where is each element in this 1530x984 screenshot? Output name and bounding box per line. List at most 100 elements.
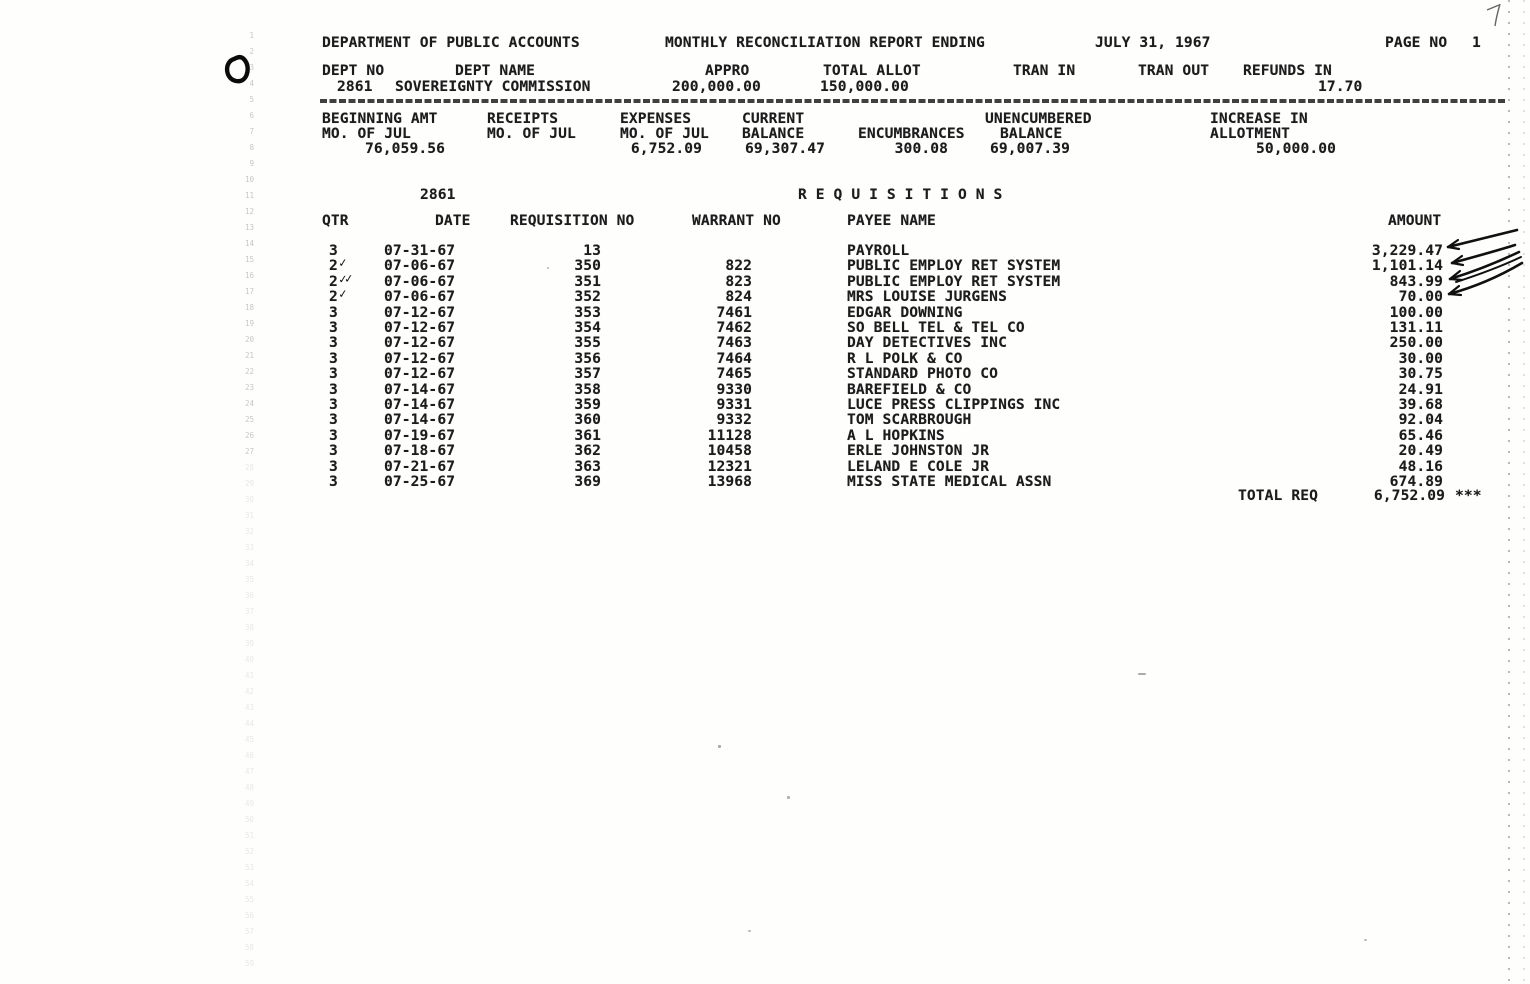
req-cell-qtr: 3	[329, 365, 338, 383]
dept-no-label: DEPT NO	[322, 62, 385, 79]
receipts-label-2: MO. OF JUL	[487, 125, 576, 142]
req-cell-qtr: 2	[329, 272, 338, 290]
form-line-number: 46	[244, 751, 254, 760]
separator-line	[320, 99, 1506, 103]
req-cell-date: 07-21-67	[384, 457, 456, 475]
req-cell-warrant-no: 7462	[716, 319, 752, 336]
current-balance-label-1: CURRENT	[742, 110, 805, 127]
appro-label: APPRO	[705, 62, 750, 79]
req-cell-req-no: 356	[574, 349, 601, 367]
form-line-number: 21	[244, 351, 254, 360]
req-cell-warrant-no: 823	[725, 272, 752, 290]
form-line-number: 54	[244, 879, 254, 888]
increase-allotment-label-1: INCREASE IN	[1210, 110, 1308, 127]
scan-speck	[547, 267, 549, 269]
req-cell-payee: R L POLK & CO	[847, 349, 963, 367]
form-line-number: 38	[244, 623, 254, 632]
form-line-number: 24	[244, 399, 254, 408]
form-line-number: 39	[244, 639, 254, 648]
form-line-number: 53	[244, 863, 254, 872]
req-cell-payee: ERLE JOHNSTON JR	[847, 442, 990, 460]
appro-value: 200,000.00	[672, 78, 761, 95]
scan-edge-dots-outer	[1523, 0, 1525, 984]
form-line-number: 2	[249, 47, 254, 56]
col-header-amount: AMOUNT	[1388, 212, 1442, 229]
req-cell-payee: MISS STATE MEDICAL ASSN	[847, 473, 1052, 490]
page-number-value: 1	[1472, 34, 1481, 51]
req-cell-date: 07-19-67	[384, 426, 456, 444]
req-cell-qtr: 3	[329, 380, 338, 398]
beginning-amt-label-2: MO. OF JUL	[322, 125, 411, 142]
form-line-number: 11	[244, 191, 254, 200]
req-cell-qtr: 2	[329, 257, 338, 275]
req-cell-warrant-no: 12321	[707, 457, 752, 475]
req-cell-req-no: 369	[574, 473, 601, 490]
scan-speck	[718, 745, 721, 748]
req-cell-qtr: 3	[329, 303, 338, 321]
handwritten-checkmark: ✓	[338, 256, 346, 272]
scan-speck	[1364, 939, 1367, 941]
req-cell-qtr: 3	[329, 319, 338, 336]
req-cell-qtr: 2	[329, 288, 338, 306]
req-cell-amount: 3,229.47	[1371, 242, 1443, 259]
req-cell-amount: 20.49	[1398, 442, 1443, 460]
form-line-number: 31	[244, 511, 254, 520]
req-cell-req-no: 13	[583, 242, 601, 259]
form-line-number: 45	[244, 735, 254, 744]
req-cell-warrant-no: 9331	[716, 396, 752, 413]
form-line-number: 4	[249, 79, 254, 88]
req-cell-warrant-no: 9330	[716, 380, 752, 398]
form-line-number: 33	[244, 543, 254, 552]
req-cell-amount: 48.16	[1398, 457, 1443, 475]
form-line-number: 41	[244, 671, 254, 680]
form-line-number: 18	[244, 303, 254, 312]
form-line-number: 57	[244, 927, 254, 936]
section-title: R E Q U I S I T I O N S	[798, 186, 1003, 203]
req-cell-warrant-no: 11128	[707, 426, 752, 444]
req-cell-amount: 39.68	[1398, 396, 1443, 413]
form-line-number: 48	[244, 783, 254, 792]
form-line-number: 7	[249, 127, 254, 136]
report-date: JULY 31, 1967	[1095, 34, 1211, 51]
req-cell-req-no: 353	[574, 303, 601, 321]
req-cell-date: 07-06-67	[384, 257, 456, 275]
form-line-number: 6	[249, 111, 254, 120]
req-cell-payee: PAYROLL	[847, 242, 910, 259]
req-cell-date: 07-18-67	[384, 442, 456, 460]
dept-no-value: 2861	[337, 78, 373, 95]
total-allot-value: 150,000.00	[820, 78, 909, 95]
req-cell-amount: 30.75	[1398, 365, 1443, 383]
form-line-number: 35	[244, 575, 254, 584]
section-dept-number: 2861	[420, 186, 456, 203]
form-line-number: 13	[244, 223, 254, 232]
total-allot-label: TOTAL ALLOT	[823, 62, 921, 79]
col-header-qtr: QTR	[322, 212, 349, 229]
form-line-number: 58	[244, 943, 254, 952]
col-header-req-no: REQUISITION NO	[510, 212, 635, 229]
form-line-number: 59	[244, 959, 254, 968]
form-line-number: 37	[244, 607, 254, 616]
amount-arrow-4	[1447, 261, 1524, 297]
req-cell-amount: 70.00	[1398, 288, 1443, 306]
form-line-number: 3	[249, 63, 254, 72]
req-cell-date: 07-12-67	[384, 303, 456, 321]
req-cell-payee: BAREFIELD & CO	[847, 380, 972, 398]
total-req-marker: ***	[1455, 487, 1482, 504]
total-req-label: TOTAL REQ	[1238, 487, 1318, 504]
form-line-number: 30	[244, 495, 254, 504]
req-cell-date: 07-12-67	[384, 349, 456, 367]
req-cell-payee: LUCE PRESS CLIPPINGS INC	[847, 396, 1061, 413]
col-header-date: DATE	[435, 212, 471, 229]
form-line-number: 56	[244, 911, 254, 920]
form-line-number: 26	[244, 431, 254, 440]
increase-allotment-value: 50,000.00	[1256, 140, 1336, 157]
req-cell-warrant-no: 10458	[707, 442, 752, 460]
req-cell-payee: EDGAR DOWNING	[847, 303, 963, 321]
req-cell-req-no: 355	[574, 334, 601, 352]
scan-speck	[1138, 673, 1146, 675]
amount-arrow-2	[1450, 243, 1517, 267]
req-cell-req-no: 361	[574, 426, 601, 444]
form-line-number: 47	[244, 767, 254, 776]
req-cell-amount: 131.11	[1389, 319, 1443, 336]
